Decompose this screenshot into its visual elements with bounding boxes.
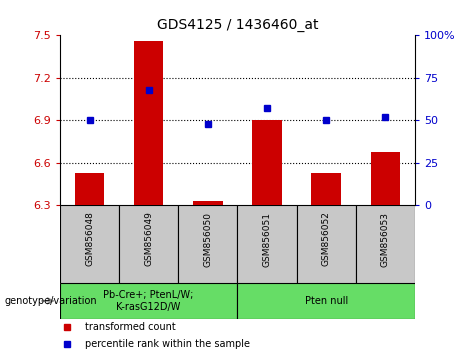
Bar xyxy=(237,283,415,319)
Text: GSM856050: GSM856050 xyxy=(203,212,213,267)
Text: GSM856049: GSM856049 xyxy=(144,212,153,267)
Bar xyxy=(75,173,104,205)
Text: transformed count: transformed count xyxy=(85,321,176,332)
Bar xyxy=(178,205,237,283)
Text: genotype/variation: genotype/variation xyxy=(5,296,97,306)
Bar xyxy=(60,283,237,319)
Bar xyxy=(296,205,356,283)
Text: Pb-Cre+; PtenL/W;
K-rasG12D/W: Pb-Cre+; PtenL/W; K-rasG12D/W xyxy=(103,290,194,312)
Text: GSM856052: GSM856052 xyxy=(322,212,331,267)
Bar xyxy=(60,205,119,283)
Text: GSM856051: GSM856051 xyxy=(262,212,272,267)
Bar xyxy=(237,205,296,283)
Bar xyxy=(134,41,164,205)
Text: GSM856053: GSM856053 xyxy=(381,212,390,267)
Text: percentile rank within the sample: percentile rank within the sample xyxy=(85,339,250,349)
Text: GSM856048: GSM856048 xyxy=(85,212,94,267)
Text: Pten null: Pten null xyxy=(305,296,348,306)
Bar xyxy=(371,152,400,205)
Bar xyxy=(356,205,415,283)
Bar xyxy=(119,205,178,283)
Bar xyxy=(252,120,282,205)
Bar xyxy=(311,173,341,205)
Bar xyxy=(193,201,223,205)
Title: GDS4125 / 1436460_at: GDS4125 / 1436460_at xyxy=(157,18,318,32)
